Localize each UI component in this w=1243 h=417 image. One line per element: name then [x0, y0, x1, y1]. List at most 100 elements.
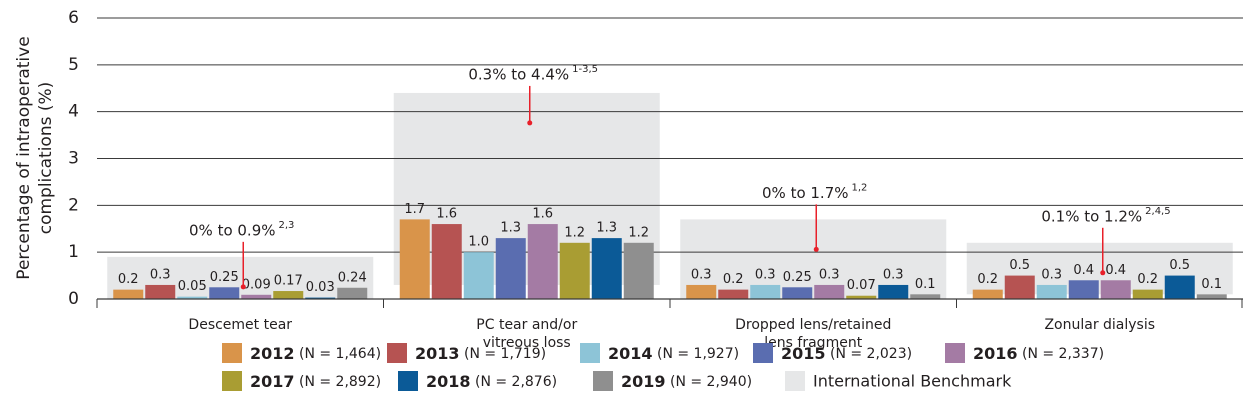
bar — [846, 295, 877, 299]
value-label: 0.2 — [977, 272, 998, 287]
annotation-label: 0% to 0.9% — [189, 221, 276, 239]
bar — [1196, 294, 1227, 299]
y-tick-label: 5 — [68, 55, 79, 75]
annotation-dot — [527, 120, 533, 126]
legend-label: 2014 (N = 1,927) — [608, 344, 739, 363]
legend-swatch — [222, 343, 242, 363]
value-label: 0.1 — [915, 277, 936, 292]
annotation-superscript: 2,3 — [279, 220, 295, 231]
legend-swatch — [398, 371, 418, 391]
value-label: 0.17 — [274, 274, 303, 289]
y-tick-label: 3 — [68, 149, 79, 169]
value-label: 1.2 — [628, 225, 649, 240]
legend-swatch — [753, 343, 773, 363]
y-tick-label: 4 — [68, 102, 79, 122]
bar — [1100, 280, 1131, 299]
value-label: 1.6 — [436, 207, 457, 222]
y-tick-label: 6 — [68, 8, 79, 28]
annotation-dot — [813, 246, 819, 252]
legend-swatch — [580, 343, 600, 363]
legend-label: 2019 (N = 2,940) — [621, 372, 752, 391]
value-label: 0.1 — [1201, 277, 1222, 292]
value-label: 1.6 — [532, 207, 553, 222]
bar — [686, 284, 717, 299]
value-label: 1.0 — [468, 235, 489, 250]
bar — [527, 224, 558, 299]
bar — [591, 238, 622, 299]
legend-label: 2013 (N = 1,719) — [415, 344, 546, 363]
annotation-label: 0.3% to 4.4% — [468, 65, 569, 83]
bar — [113, 289, 144, 299]
value-label: 0.3 — [883, 267, 904, 282]
value-label: 0.24 — [338, 270, 367, 285]
bar — [305, 297, 336, 299]
value-label: 1.3 — [596, 221, 617, 236]
bar — [750, 284, 781, 299]
bar — [1164, 275, 1195, 299]
legend-swatch — [945, 343, 965, 363]
bar — [431, 224, 462, 299]
bar — [814, 284, 845, 299]
x-tick-label: Zonular dialysis — [1044, 317, 1155, 333]
x-tick-label: PC tear and/or vitreous loss — [476, 317, 577, 351]
bar — [463, 252, 494, 299]
value-label: 0.25 — [210, 270, 239, 285]
legend-label: 2015 (N = 2,023) — [781, 344, 912, 363]
bar — [177, 296, 208, 299]
y-tick-label: 2 — [68, 195, 79, 215]
bar — [1004, 275, 1035, 299]
bar — [399, 219, 430, 299]
value-label: 0.3 — [819, 267, 840, 282]
value-label: 0.3 — [691, 267, 712, 282]
value-label: 0.2 — [723, 272, 744, 287]
value-label: 0.5 — [1009, 258, 1030, 273]
value-label: 0.3 — [755, 267, 776, 282]
bar — [910, 294, 941, 299]
value-label: 0.3 — [1041, 267, 1062, 282]
legend-swatch — [785, 371, 805, 391]
legend-label: 2012 (N = 1,464) — [250, 344, 381, 363]
legend-label: 2018 (N = 2,876) — [426, 372, 557, 391]
bar — [495, 238, 526, 299]
annotation-superscript: 2,4,5 — [1145, 206, 1170, 217]
value-label: 0.5 — [1169, 258, 1190, 273]
bar — [559, 242, 590, 299]
value-label: 0.09 — [242, 277, 271, 292]
value-label: 0.4 — [1105, 263, 1126, 278]
legend-label: 2017 (N = 2,892) — [250, 372, 381, 391]
x-tick-label: Dropped lens/retained lens fragment — [735, 317, 891, 351]
legend-swatch — [222, 371, 242, 391]
bar — [623, 242, 654, 299]
bar — [1036, 284, 1067, 299]
bar — [972, 289, 1003, 299]
bar — [273, 291, 304, 299]
annotation-superscript: 1-3,5 — [572, 64, 598, 75]
annotation-label: 0.1% to 1.2% — [1041, 207, 1142, 225]
value-label: 0.2 — [1137, 272, 1158, 287]
value-label: 0.03 — [306, 280, 335, 295]
legend-swatch — [593, 371, 613, 391]
legend-label: 2016 (N = 2,337) — [973, 344, 1104, 363]
value-label: 1.3 — [500, 221, 521, 236]
value-label: 0.4 — [1073, 263, 1094, 278]
annotation-dot — [240, 284, 246, 290]
bar — [241, 294, 272, 299]
x-tick-label: Descemet tear — [188, 317, 292, 333]
bar — [1068, 280, 1099, 299]
bar — [209, 287, 240, 299]
y-tick-label: 1 — [68, 242, 79, 262]
value-label: 1.7 — [404, 202, 425, 217]
value-label: 1.2 — [564, 225, 585, 240]
bar — [782, 287, 813, 299]
y-tick-label: 0 — [68, 289, 79, 309]
value-label: 0.25 — [783, 270, 812, 285]
legend-swatch — [387, 343, 407, 363]
bar — [878, 284, 909, 299]
annotation-dot — [1100, 270, 1106, 276]
annotation-label: 0% to 1.7% — [762, 184, 849, 202]
value-label: 0.3 — [150, 267, 171, 282]
bar — [337, 287, 368, 299]
bar — [718, 289, 749, 299]
y-axis-title: Percentage of intraoperative complication… — [14, 36, 56, 279]
